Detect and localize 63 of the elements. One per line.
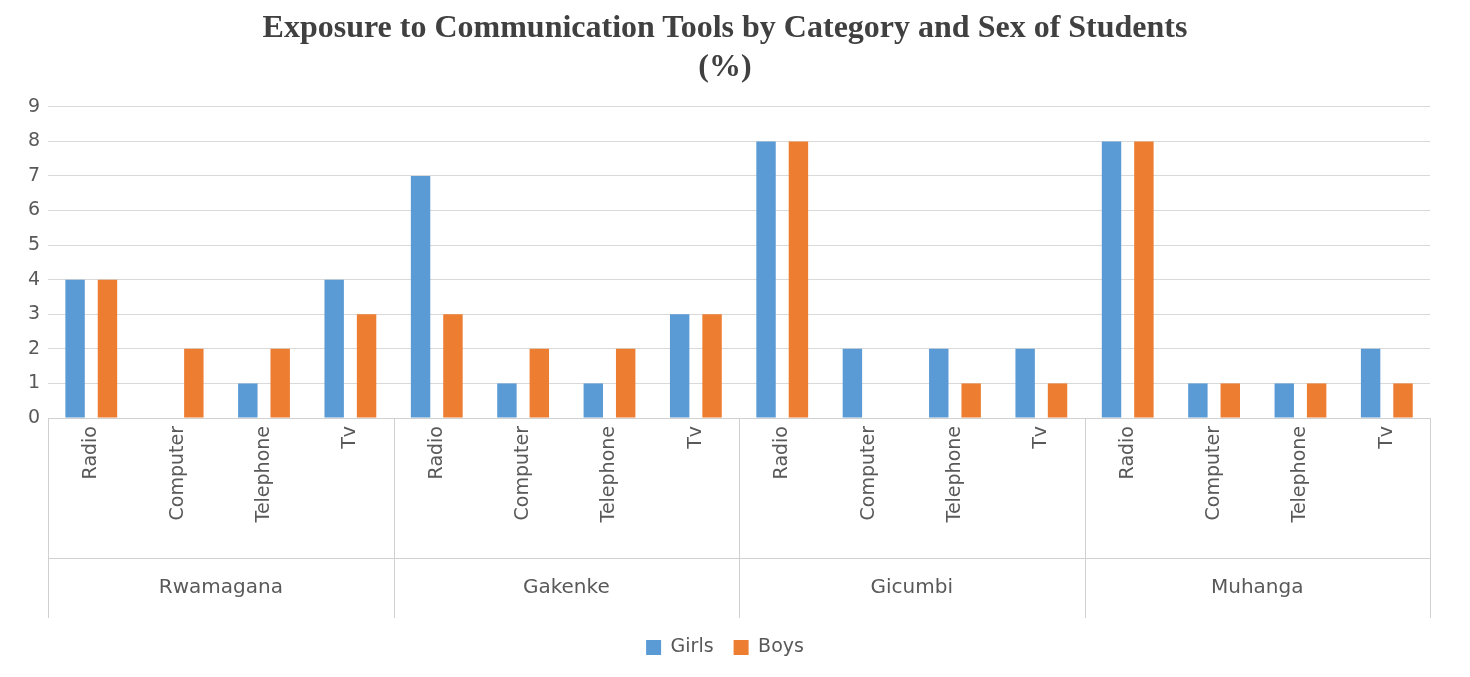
chart-title: Exposure to Communication Tools by Category and Sex of Students (%): [262, 8, 1188, 83]
y-tick-label: 5: [27, 232, 41, 255]
bar: [65, 279, 85, 418]
x-tick-label: Tv: [1028, 426, 1051, 450]
y-tick-label: 6: [27, 197, 41, 220]
bar: [583, 383, 604, 418]
x-tick-label: Telephone: [596, 426, 619, 524]
bar: [238, 383, 258, 418]
bar: [615, 348, 636, 418]
bar: [669, 314, 690, 418]
bar: [97, 279, 118, 418]
x-tick-label: Computer: [1201, 425, 1224, 521]
text: Rwamagana: [158, 574, 283, 599]
legend-label: Boys: [758, 634, 804, 657]
bar: [356, 314, 377, 418]
bar: [443, 314, 463, 418]
text: Gicumbi: [870, 574, 954, 599]
x-tick-label: Telephone: [250, 426, 273, 524]
x-tick-label: Computer: [855, 425, 878, 521]
bar: [410, 175, 431, 418]
y-tick-label: 3: [27, 301, 41, 324]
y-tick-label: 9: [27, 93, 41, 116]
bar: [1101, 141, 1122, 418]
bar: [842, 348, 863, 418]
y-tick-label: 4: [27, 266, 41, 289]
bar: [184, 348, 204, 418]
bar: [1306, 383, 1327, 418]
y-tick-label: 0: [27, 404, 41, 427]
bar: [1188, 383, 1208, 418]
bar: [961, 383, 981, 418]
x-tick-label: Tv: [1373, 426, 1396, 450]
bar: [529, 348, 550, 418]
bar: [497, 383, 517, 418]
x-tick-label: Tv: [682, 426, 705, 450]
bar: [1393, 383, 1413, 418]
x-tick-label: Computer: [164, 425, 187, 521]
bar: [1274, 383, 1294, 418]
x-tick-label: Telephone: [941, 426, 964, 524]
bar: [1015, 348, 1035, 418]
text: Gakenke: [522, 574, 610, 599]
text: Muhanga: [1211, 574, 1304, 599]
y-tick-label: 7: [27, 162, 41, 185]
x-tick-label: Radio: [423, 426, 446, 480]
x-tick-label: Tv: [337, 426, 360, 450]
y-tick-label: 2: [27, 335, 41, 358]
bar: [1220, 383, 1240, 418]
x-tick-label: Telephone: [1287, 426, 1310, 524]
y-tick-label: 1: [27, 370, 41, 393]
bar: [929, 348, 949, 418]
bar: [1360, 348, 1381, 418]
bar: [756, 141, 776, 418]
x-tick-label: Computer: [510, 425, 533, 521]
bar: [1134, 141, 1154, 418]
bar: [1047, 383, 1068, 418]
bar: [270, 348, 290, 418]
bar: [324, 279, 344, 418]
x-tick-label: Radio: [78, 426, 101, 480]
bar: [702, 314, 722, 418]
x-tick-label: Radio: [769, 426, 792, 480]
bar: [788, 141, 809, 418]
y-tick-label: 8: [27, 128, 41, 151]
x-tick-label: Radio: [1114, 426, 1137, 480]
legend-label: Girls: [670, 634, 714, 657]
